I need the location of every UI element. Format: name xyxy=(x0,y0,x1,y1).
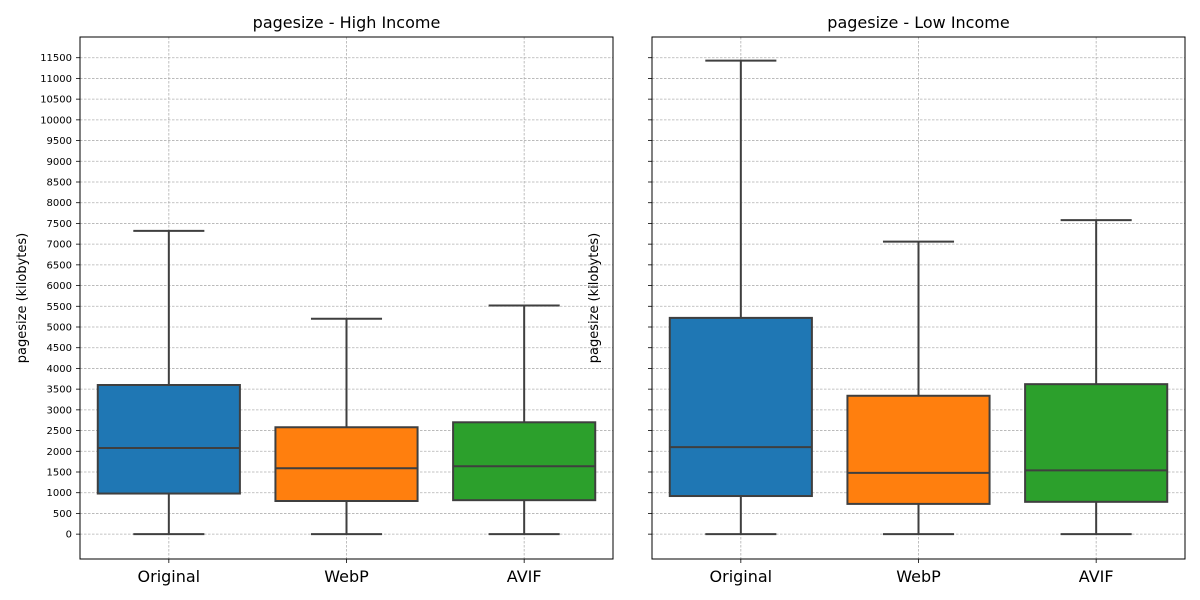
y-tick-label: 5500 xyxy=(47,302,72,313)
y-tick-label: 10000 xyxy=(40,115,72,126)
y-tick-label: 5000 xyxy=(47,323,72,334)
y-tick-label: 11000 xyxy=(40,74,72,85)
x-tick-label: WebP xyxy=(324,567,369,586)
iqr-box xyxy=(846,394,991,505)
chart-title: pagesize - High Income xyxy=(253,13,441,32)
y-tick-label: 500 xyxy=(53,509,72,520)
box-avif xyxy=(1024,219,1169,536)
box-webp xyxy=(274,317,419,536)
iqr-box xyxy=(452,421,597,502)
y-tick-label: 4500 xyxy=(47,343,72,354)
y-tick-label: 8500 xyxy=(47,178,72,189)
y-tick-label: 3500 xyxy=(47,385,72,396)
y-tick-label: 2500 xyxy=(47,426,72,437)
y-tick-label: 7000 xyxy=(47,240,72,251)
y-axis-label: pagesize (kilobytes) xyxy=(587,233,602,363)
x-tick-label: AVIF xyxy=(507,567,542,586)
axes-frame xyxy=(651,36,1186,560)
chart-panel-2: Original WebP AVIF pagesize - Low Income pag… xyxy=(587,13,1186,586)
box-webp xyxy=(846,240,991,536)
y-tick-label: 1000 xyxy=(47,488,72,499)
y-tick-label: 3000 xyxy=(47,405,72,416)
y-tick-label: 9000 xyxy=(47,157,72,168)
iqr-box xyxy=(274,426,419,502)
y-tick-label: 10500 xyxy=(40,95,72,106)
iqr-box xyxy=(1024,383,1169,503)
x-tick-label: Original xyxy=(710,567,773,586)
iqr-box xyxy=(96,384,241,495)
y-axis-label: pagesize (kilobytes) xyxy=(15,233,30,363)
y-tick-label: 6000 xyxy=(47,281,72,292)
iqr-box xyxy=(668,316,813,498)
y-tick-label: 0 xyxy=(66,530,72,541)
y-tick-label: 11500 xyxy=(40,53,72,64)
y-tick-label: 7500 xyxy=(47,219,72,230)
y-tick-label: 6500 xyxy=(47,260,72,271)
y-tick-label: 4000 xyxy=(47,364,72,375)
y-tick-label: 1500 xyxy=(47,468,72,479)
axes-frame xyxy=(79,36,614,560)
chart-title: pagesize - Low Income xyxy=(827,13,1009,32)
chart-panel-1: 0 500 1000 1500 2000 2500 3000 3500 4000 4500 5000… xyxy=(15,13,614,586)
y-tick-label: 8000 xyxy=(47,198,72,209)
x-tick-label: Original xyxy=(138,567,201,586)
x-tick-label: WebP xyxy=(896,567,941,586)
y-tick-label: 2000 xyxy=(47,447,72,458)
x-tick-label: AVIF xyxy=(1079,567,1114,586)
box-avif xyxy=(452,304,597,536)
y-tick-label: 9500 xyxy=(47,136,72,147)
box-original xyxy=(96,229,241,536)
box-original xyxy=(668,59,813,536)
